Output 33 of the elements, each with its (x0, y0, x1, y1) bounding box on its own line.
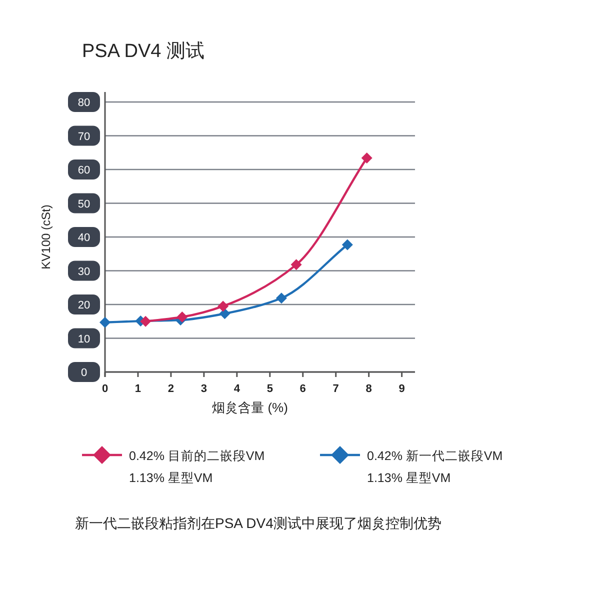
point (361, 152, 372, 164)
y-axis-title: KV100 (cSt) (39, 204, 53, 270)
point (176, 311, 188, 322)
text: 新一代二嵌段粘指剂在PSA DV4测试中展现了烟炱控制优势 (75, 515, 442, 531)
x-tick-label: 0 (102, 383, 108, 395)
point (290, 259, 302, 270)
y-tick-label: 10 (78, 333, 90, 346)
y-tick-label: 0 (80, 367, 88, 379)
y-tick-label: 40 (78, 232, 90, 244)
y-tick-label: 50 (78, 198, 90, 210)
x-tick-label: 3 (200, 383, 207, 395)
point (218, 300, 229, 312)
y-tick-label: 30 (78, 266, 90, 278)
chart-title: PSA DV4 测试 (82, 41, 204, 62)
x-tick-label: 8 (366, 383, 372, 395)
legend-label: 0.42% 新一代二嵌段VM 1.13% 星型VM (367, 449, 503, 485)
point (342, 239, 353, 250)
point (100, 316, 110, 328)
y-tick-label: 60 (78, 164, 90, 176)
x-tick-label: 5 (266, 383, 273, 395)
point (140, 316, 152, 327)
x-tick-label: 1 (134, 383, 142, 395)
y-tick-label: 20 (78, 300, 90, 312)
x-tick-label: 6 (300, 383, 306, 395)
point (276, 292, 287, 304)
x-tick-label: 2 (168, 383, 174, 395)
y-tick-label: 70 (78, 130, 90, 143)
x-tick-label: 4 (234, 383, 241, 395)
x-tick-label: 9 (398, 383, 405, 395)
x-tick-label: 7 (332, 383, 339, 395)
y-tick-label: 80 (78, 97, 90, 109)
x-axis-title: 烟炱含量 (%) (212, 400, 288, 415)
legend-label: 0.42% 目前的二嵌段VM 1.13% 星型VM (129, 449, 265, 485)
